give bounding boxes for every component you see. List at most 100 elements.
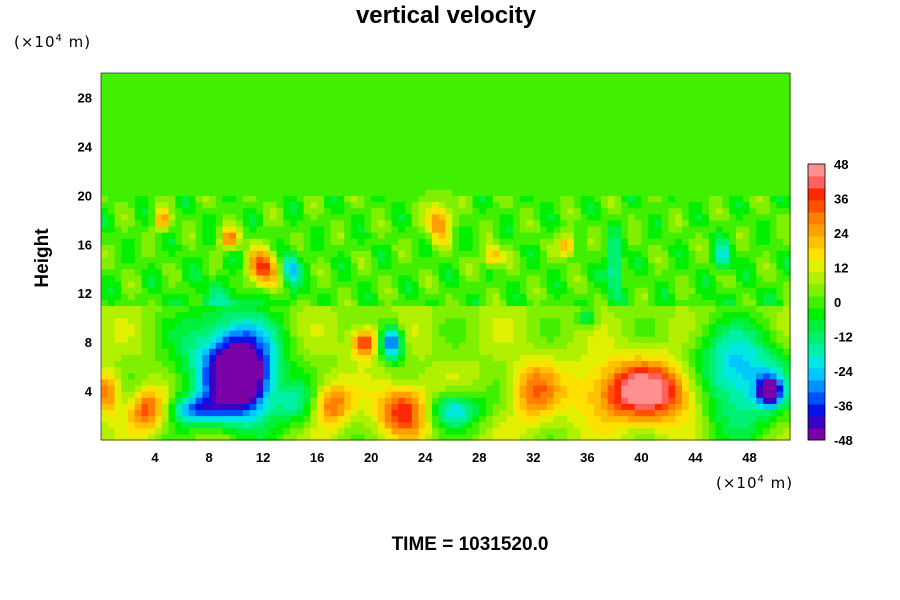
field-cell bbox=[101, 183, 109, 190]
field-cell bbox=[222, 293, 230, 300]
field-cell bbox=[384, 158, 393, 166]
field-cell bbox=[621, 189, 629, 196]
field-cell bbox=[540, 219, 548, 227]
field-cell bbox=[762, 287, 771, 294]
field-cell bbox=[283, 207, 291, 215]
field-cell bbox=[236, 219, 244, 227]
field-cell bbox=[580, 176, 588, 184]
field-cell bbox=[431, 274, 440, 282]
field-cell bbox=[540, 305, 548, 313]
field-cell bbox=[121, 140, 129, 147]
field-cell bbox=[175, 207, 183, 215]
field-cell bbox=[114, 152, 122, 160]
field-cell bbox=[627, 293, 636, 300]
field-cell bbox=[283, 329, 291, 337]
field-cell bbox=[377, 366, 386, 374]
field-cell bbox=[486, 225, 494, 233]
field-cell bbox=[344, 189, 352, 196]
field-cell bbox=[404, 219, 413, 227]
field-cell bbox=[283, 152, 291, 160]
field-cell bbox=[337, 329, 345, 337]
field-cell bbox=[594, 421, 602, 429]
field-cell bbox=[182, 262, 190, 270]
field-cell bbox=[141, 293, 149, 300]
field-cell bbox=[533, 262, 541, 270]
field-cell bbox=[411, 189, 420, 196]
field-cell bbox=[202, 372, 210, 380]
field-cell bbox=[384, 421, 393, 429]
field-cell bbox=[715, 250, 724, 258]
field-cell bbox=[364, 427, 372, 435]
field-cell bbox=[168, 409, 176, 417]
field-cell bbox=[418, 189, 426, 196]
field-cell bbox=[128, 140, 136, 147]
field-cell bbox=[175, 256, 183, 264]
field-cell bbox=[276, 140, 284, 147]
field-cell bbox=[377, 409, 386, 417]
field-cell bbox=[263, 384, 271, 392]
field-cell bbox=[418, 238, 426, 245]
field-cell bbox=[594, 207, 602, 215]
field-cell bbox=[107, 427, 116, 435]
field-cell bbox=[242, 305, 251, 313]
field-cell bbox=[708, 176, 717, 184]
field-cell bbox=[445, 311, 453, 319]
field-cell bbox=[654, 366, 663, 374]
field-cell bbox=[715, 354, 724, 362]
field-cell bbox=[621, 329, 629, 337]
field-cell bbox=[161, 287, 170, 294]
field-cell bbox=[459, 219, 467, 227]
field-cell bbox=[526, 299, 534, 307]
field-cell bbox=[256, 378, 264, 386]
field-cell bbox=[472, 384, 480, 392]
field-cell bbox=[715, 384, 724, 392]
field-cell bbox=[735, 384, 744, 392]
field-cell bbox=[411, 299, 420, 307]
field-cell bbox=[398, 336, 406, 343]
field-cell bbox=[600, 305, 609, 313]
field-cell bbox=[202, 238, 210, 245]
field-cell bbox=[161, 348, 170, 355]
field-cell bbox=[607, 219, 615, 227]
field-cell bbox=[695, 244, 703, 251]
field-cell bbox=[296, 189, 305, 196]
field-cell bbox=[371, 384, 379, 392]
field-cell bbox=[567, 360, 575, 368]
field-cell bbox=[776, 201, 784, 209]
field-cell bbox=[431, 280, 440, 288]
field-cell bbox=[337, 195, 345, 203]
field-cell bbox=[641, 201, 649, 209]
field-cell bbox=[675, 391, 683, 398]
field-cell bbox=[195, 287, 203, 294]
field-cell bbox=[715, 146, 724, 154]
field-cell bbox=[411, 250, 420, 258]
field-cell bbox=[148, 409, 156, 417]
field-cell bbox=[161, 225, 170, 233]
field-cell bbox=[607, 158, 615, 166]
field-cell bbox=[513, 152, 521, 160]
field-cell bbox=[418, 146, 426, 154]
field-cell bbox=[215, 213, 224, 221]
field-cell bbox=[101, 244, 109, 251]
field-cell bbox=[749, 378, 757, 386]
field-cell bbox=[215, 201, 224, 209]
field-cell bbox=[553, 293, 561, 300]
field-cell bbox=[519, 262, 528, 270]
field-cell bbox=[600, 256, 609, 264]
field-cell bbox=[573, 409, 582, 417]
field-cell bbox=[641, 329, 649, 337]
field-cell bbox=[202, 146, 210, 154]
field-cell bbox=[735, 268, 744, 276]
field-cell bbox=[202, 274, 210, 282]
field-cell bbox=[762, 305, 771, 313]
field-cell bbox=[749, 176, 757, 184]
field-cell bbox=[384, 280, 393, 288]
field-cell bbox=[526, 372, 534, 380]
field-cell bbox=[465, 433, 474, 441]
field-cell bbox=[391, 427, 399, 435]
field-cell bbox=[776, 311, 784, 319]
field-cell bbox=[715, 268, 724, 276]
field-cell bbox=[431, 415, 440, 423]
field-cell bbox=[418, 140, 426, 147]
field-cell bbox=[323, 397, 332, 404]
